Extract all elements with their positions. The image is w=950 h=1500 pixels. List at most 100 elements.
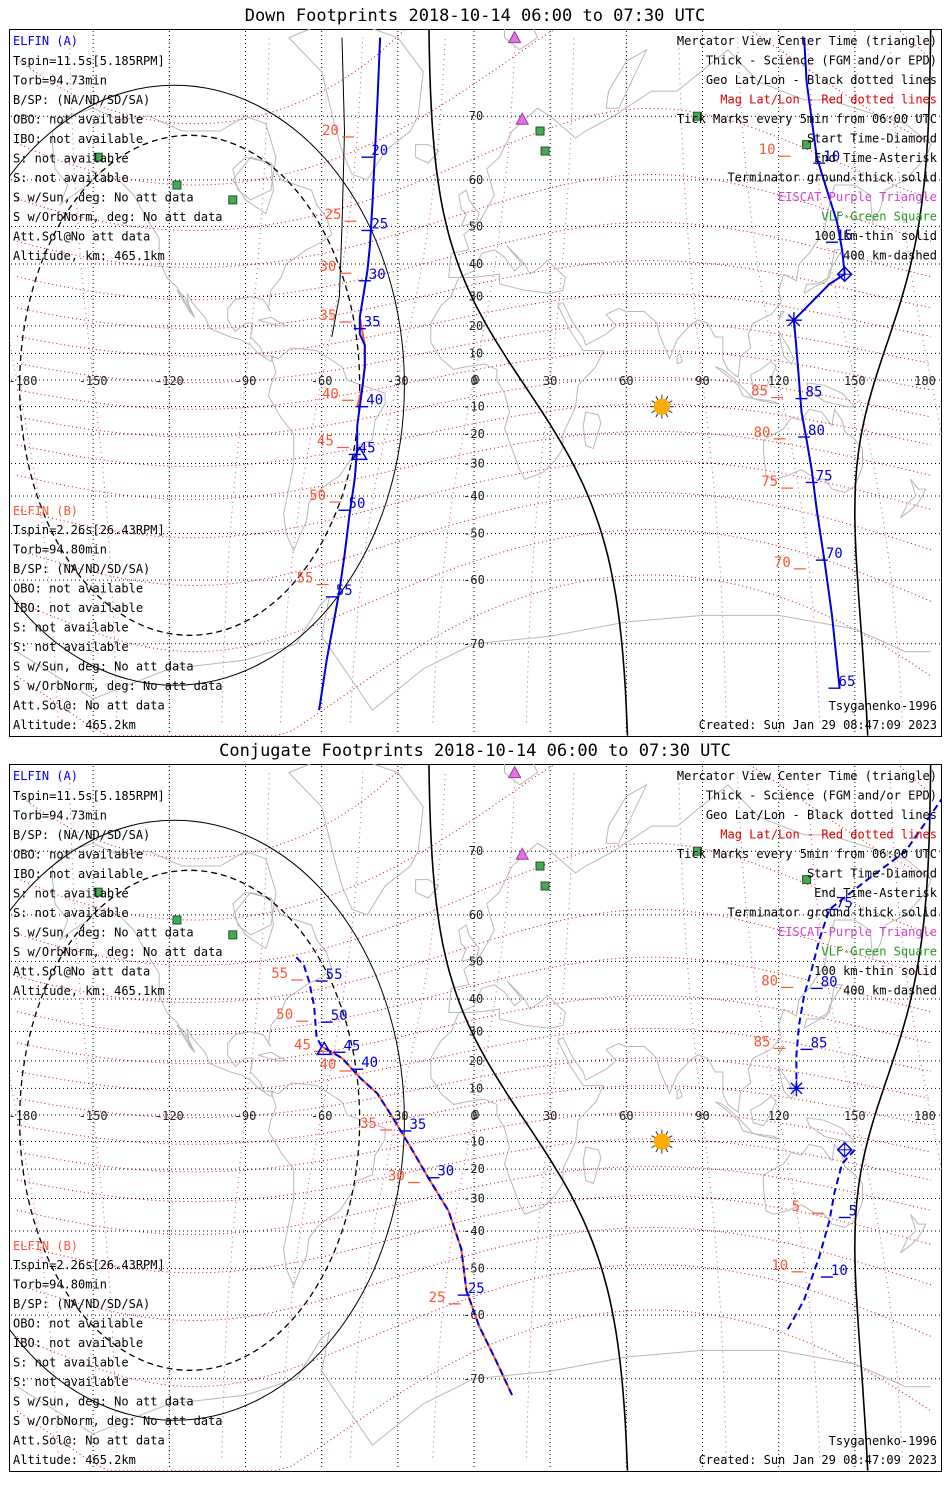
eiscat-triangle	[515, 112, 530, 125]
elfin-b-info: S w/Sun, deg: No att data	[13, 1395, 194, 1409]
elfin-a-time-label: 55	[336, 583, 353, 599]
vlf-square	[172, 915, 182, 925]
lat-tick-label: -50	[463, 1262, 485, 1276]
legend-line: Tick Marks every 5min from 06:00 UTC	[677, 112, 937, 126]
track-tick-labels: 20 25 30 35 40 45 50 55 10 15 85 80 75 70 65 20 25 30 35 40…	[297, 123, 856, 690]
lon-tick-label: 0	[470, 374, 477, 388]
start-time-diamond	[836, 266, 853, 283]
elfin-b-time-label: 10	[771, 1258, 788, 1274]
panel-title-conjugate: Conjugate Footprints 2018-10-14 06:00 to…	[219, 741, 731, 761]
mag-lon-line	[68, 772, 118, 1458]
map-frame	[9, 764, 942, 1472]
sun-disc	[653, 1133, 670, 1150]
lat-tick-label: 70	[469, 844, 483, 858]
eiscat-triangle	[507, 30, 522, 44]
map-layer: -180 -150 -120 -90 -60 -30 0 30 60 90 120 150 180 70 6…	[9, 29, 942, 737]
elfin-a-track-east	[792, 37, 846, 689]
elfin-b-info: Torb=94.80min	[13, 1278, 107, 1292]
elfin-b-info: S: not available	[13, 621, 129, 635]
lon-tick-label: 90	[695, 1109, 709, 1123]
lon-tick-label: 60	[619, 374, 633, 388]
mag-lon-line	[349, 772, 446, 1458]
model-label: Tsyganenko-1996	[829, 1434, 937, 1448]
lat-tick-label: 10	[469, 346, 483, 360]
lon-tick-label: -180	[9, 1109, 37, 1123]
elfin-a-info: S: not available	[13, 171, 129, 185]
coastline-borneo	[750, 360, 777, 392]
vlf-square	[540, 146, 550, 156]
elfin-a-track-west	[295, 956, 514, 1396]
conjugate-footprints-map: -180 -150 -120 -90 -60 -30 0 30 60 90 120 150 180 70 6…	[9, 764, 942, 1472]
coastline-indonesia	[714, 1101, 779, 1140]
legend-line: Mag Lat/Lon - Red dotted lines	[720, 828, 937, 842]
coastline-antarctica	[16, 1330, 931, 1446]
legend-line: Thick - Science (FGM and/or EPD)	[706, 54, 937, 68]
sun-icon	[649, 1129, 674, 1154]
lat-tick-label: -50	[463, 527, 485, 541]
legend-line: 100 km-thin solid	[814, 229, 937, 243]
coastline-indonesia	[714, 366, 779, 405]
asterisk-arm	[790, 1082, 803, 1095]
lat-tick-label: 30	[469, 290, 483, 304]
coastline-uk	[458, 924, 480, 962]
fov-100km-circle	[9, 84, 405, 686]
legend-line: Start Time-Diamond	[807, 132, 937, 146]
mag-lon-line	[221, 37, 270, 723]
coastline-sri-lanka	[676, 1087, 683, 1100]
elfin-b-time-label: 25	[429, 1290, 446, 1306]
coastline-south-america	[267, 1082, 386, 1288]
legend-line: Mercator View Center Time (triangle)	[677, 769, 937, 783]
elfin-a-info: Altitude, km: 465.1km	[13, 984, 165, 998]
mag-lat-line	[16, 1085, 932, 1145]
left-legend: ELFIN (A) Tspin=11.5s[5.185RPM] Torb=94.73…	[13, 34, 223, 732]
elfin-a-time-label: 80	[808, 423, 825, 439]
lat-tick-label: -60	[463, 573, 485, 587]
elfin-b-info: Altitude: 465.2km	[13, 1453, 136, 1467]
elfin-b-time-label: 55	[297, 571, 314, 587]
coastline-greenland	[288, 764, 424, 916]
end-time-asterisk	[788, 1080, 805, 1097]
elfin-b-info: S w/OrbNorm, deg: No att data	[13, 1414, 223, 1428]
elfin-b-time-label: 50	[309, 488, 326, 504]
mag-lat-line	[16, 1309, 932, 1472]
lon-tick-label: -90	[235, 1109, 257, 1123]
elfin-b-time-label: 25	[325, 207, 342, 223]
elfin-a-info: IBO: not available	[13, 132, 143, 146]
lat-tick-label: 50	[469, 219, 483, 233]
vlf-square	[802, 875, 812, 885]
elfin-b-info: OBO: not available	[13, 1317, 143, 1331]
mag-lon-line	[525, 772, 575, 1458]
elfin-a-info: B/SP: (NA/ND/SD/SA)	[13, 828, 150, 842]
coastline-europe-africa	[430, 49, 932, 480]
elfin-b-info: IBO: not available	[13, 601, 143, 615]
terminator-line-east	[853, 29, 932, 736]
lon-tick-label: -120	[155, 1109, 184, 1123]
elfin-a-time-label: 75	[836, 895, 853, 911]
mag-lon-line	[678, 37, 727, 723]
elfin-a-time-label: 85	[806, 385, 823, 401]
elfin-a-time-label: 10	[823, 149, 840, 165]
lat-tick-label: 0	[472, 1108, 479, 1122]
elfin-a-track-west	[318, 37, 382, 711]
legend-line: VLF-Green Square	[821, 945, 937, 959]
elfin-a-info: Att.Sol@No att data	[13, 965, 150, 979]
lat-tick-label: -30	[463, 456, 485, 470]
mag-lat-line	[16, 574, 932, 737]
coastline-borneo	[750, 1095, 777, 1127]
mag-lon-line	[678, 772, 727, 1458]
coastline-novaya	[605, 783, 648, 844]
coastline-madagascar	[582, 411, 602, 450]
coastline-svalbard	[504, 764, 539, 786]
map-layer: -180 -150 -120 -90 -60 -30 0 30 60 90 120 150 180 70 6…	[9, 764, 942, 1472]
terminator-line-east	[853, 764, 932, 1471]
coastline-baja	[176, 1024, 196, 1053]
elfin-a-track-east-2	[785, 1149, 856, 1333]
mag-lat-line	[16, 1264, 932, 1388]
lat-tick-label: 0	[472, 373, 479, 387]
elfin-b-info: Tspin=2.26s[26.43RPM]	[13, 1258, 165, 1272]
elfin-b-time-label: 75	[761, 474, 778, 490]
elfin-a-track-east	[795, 796, 942, 1089]
mag-lon-line	[68, 37, 118, 723]
elfin-a-time-label: 35	[364, 315, 381, 331]
coastline-sri-lanka	[676, 352, 683, 365]
